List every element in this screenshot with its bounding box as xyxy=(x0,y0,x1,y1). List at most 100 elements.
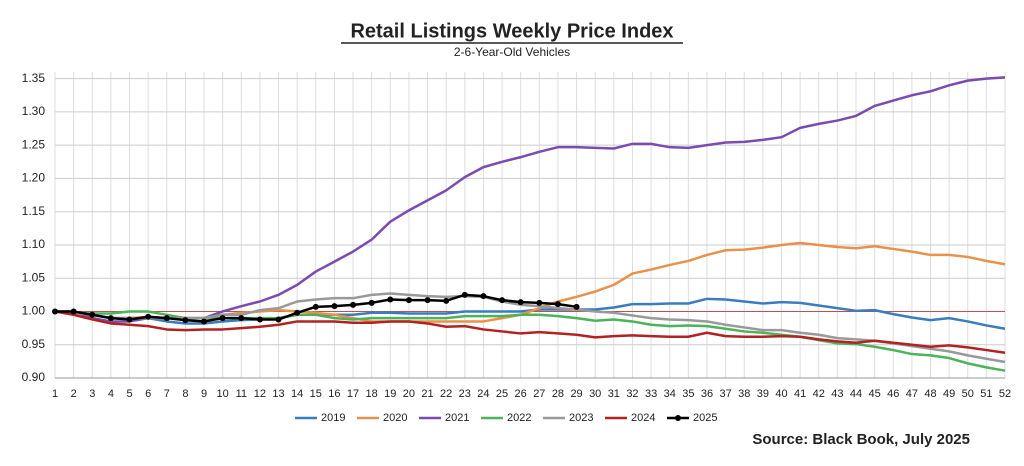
x-tick-label: 14 xyxy=(291,388,303,400)
series-marker xyxy=(517,299,524,306)
series-marker xyxy=(387,296,394,303)
series-marker xyxy=(461,291,468,298)
series-marker xyxy=(536,299,543,306)
x-tick-label: 19 xyxy=(384,388,396,400)
y-tick-label: 1.35 xyxy=(22,71,46,85)
x-tick-label: 21 xyxy=(421,388,433,400)
y-tick-label: 1.10 xyxy=(22,237,46,251)
x-tick-label: 3 xyxy=(89,388,95,400)
legend-label: 2022 xyxy=(507,412,531,424)
series-marker xyxy=(350,301,357,308)
x-tick-label: 15 xyxy=(310,388,322,400)
series-marker xyxy=(573,303,580,310)
x-tick-label: 1 xyxy=(52,388,58,400)
x-tick-label: 48 xyxy=(924,388,936,400)
series-marker xyxy=(368,299,375,306)
series-marker xyxy=(312,303,319,310)
series-marker xyxy=(238,315,245,322)
y-tick-label: 1.05 xyxy=(22,270,46,284)
x-tick-label: 37 xyxy=(719,388,731,400)
x-tick-label: 25 xyxy=(496,388,508,400)
x-tick-label: 39 xyxy=(757,388,769,400)
y-tick-label: 1.15 xyxy=(22,204,46,218)
x-tick-label: 49 xyxy=(943,388,955,400)
x-tick-label: 26 xyxy=(515,388,527,400)
series-marker xyxy=(275,316,282,323)
series-line xyxy=(54,292,1006,364)
series-marker xyxy=(163,315,170,322)
series-marker xyxy=(294,309,301,316)
x-tick-label: 30 xyxy=(589,388,601,400)
y-tick-label: 1.25 xyxy=(22,137,46,151)
series-marker xyxy=(126,316,133,323)
x-tick-label: 13 xyxy=(272,388,284,400)
legend-label: 2020 xyxy=(383,412,407,424)
x-tick-label: 43 xyxy=(831,388,843,400)
legend-label: 2025 xyxy=(693,412,717,424)
legend-label: 2019 xyxy=(321,412,345,424)
x-tick-label: 5 xyxy=(126,388,132,400)
x-tick-label: 44 xyxy=(850,388,862,400)
legend-label: 2023 xyxy=(569,412,593,424)
x-tick-label: 34 xyxy=(664,388,676,400)
x-tick-label: 40 xyxy=(775,388,787,400)
x-tick-label: 36 xyxy=(701,388,713,400)
x-tick-label: 27 xyxy=(533,388,545,400)
x-tick-label: 20 xyxy=(403,388,415,400)
y-tick-label: 0.90 xyxy=(22,370,46,384)
series-line xyxy=(54,310,1006,372)
series-marker xyxy=(219,315,226,322)
series-marker xyxy=(89,311,96,318)
x-tick-label: 18 xyxy=(366,388,378,400)
x-tick-label: 52 xyxy=(999,388,1011,400)
series-marker xyxy=(331,303,338,310)
series-marker xyxy=(52,308,58,315)
x-tick-label: 32 xyxy=(626,388,638,400)
x-tick-label: 16 xyxy=(328,388,340,400)
x-tick-label: 17 xyxy=(347,388,359,400)
x-tick-label: 7 xyxy=(164,388,170,400)
x-tick-label: 22 xyxy=(440,388,452,400)
chart-subtitle: 2-6-Year-Old Vehicles xyxy=(454,45,570,59)
legend-marker xyxy=(675,415,681,421)
x-tick-label: 50 xyxy=(962,388,974,400)
x-tick-label: 8 xyxy=(182,388,188,400)
series-marker xyxy=(499,297,506,304)
x-tick-label: 33 xyxy=(645,388,657,400)
source-note: Source: Black Book, July 2025 xyxy=(752,431,970,448)
x-tick-label: 6 xyxy=(145,388,151,400)
x-tick-label: 10 xyxy=(217,388,229,400)
x-tick-label: 42 xyxy=(813,388,825,400)
x-tick-label: 9 xyxy=(201,388,207,400)
x-tick-label: 47 xyxy=(906,388,918,400)
series-line xyxy=(54,310,1006,354)
legend-label: 2024 xyxy=(631,412,655,424)
series-marker xyxy=(480,293,487,300)
x-tick-label: 2 xyxy=(71,388,77,400)
series-marker xyxy=(405,297,412,304)
series-marker xyxy=(107,315,114,322)
series-marker xyxy=(70,308,77,315)
x-tick-label: 24 xyxy=(477,388,489,400)
x-tick-label: 35 xyxy=(682,388,694,400)
x-tick-label: 12 xyxy=(254,388,266,400)
series-marker xyxy=(182,317,189,324)
series-marker xyxy=(424,297,431,304)
legend-label: 2021 xyxy=(445,412,469,424)
x-tick-label: 4 xyxy=(108,388,114,400)
y-tick-label: 1.00 xyxy=(22,304,46,318)
x-tick-label: 51 xyxy=(980,388,992,400)
x-tick-label: 41 xyxy=(794,388,806,400)
chart-title: Retail Listings Weekly Price Index xyxy=(350,20,673,42)
y-tick-label: 1.30 xyxy=(22,104,46,118)
x-tick-label: 38 xyxy=(738,388,750,400)
series-marker xyxy=(145,313,152,320)
x-tick-label: 23 xyxy=(459,388,471,400)
y-tick-label: 1.20 xyxy=(22,171,46,185)
series-marker xyxy=(443,297,450,304)
series-marker xyxy=(554,301,561,308)
y-tick-label: 0.95 xyxy=(22,337,46,351)
x-tick-label: 46 xyxy=(887,388,899,400)
series-marker xyxy=(201,318,208,325)
